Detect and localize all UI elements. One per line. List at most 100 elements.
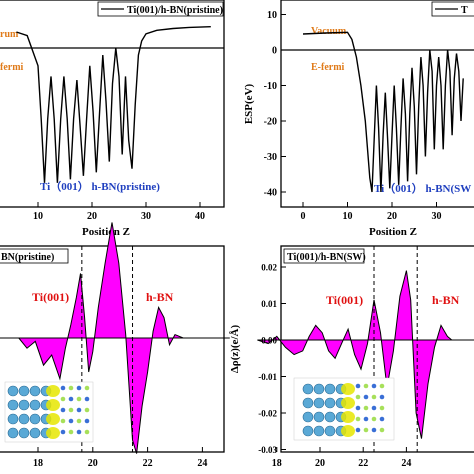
bn-atom [371, 427, 377, 433]
y-tick-label: 0.00 [261, 336, 277, 346]
fermi-label: E-fermi [311, 62, 345, 73]
x-ticks: 18 20 22 24 [33, 447, 207, 469]
ti-atom [324, 383, 336, 395]
ti-atom [29, 385, 41, 397]
y-ticks: 10 0 -10 -20 -30 -40 [264, 10, 286, 199]
density-blob [341, 383, 355, 395]
legend-box [283, 248, 365, 264]
x-tick-label: 24 [401, 458, 411, 469]
bn-atom [355, 427, 361, 433]
y-tick-label: 0.01 [261, 299, 277, 309]
esp-line [16, 26, 211, 183]
density-blob [46, 399, 60, 411]
ti-atom [18, 399, 30, 411]
panel-bottom-right: Ti(001)/h-BN(SW) Ti(001) h-BN 0.020.010.… [229, 245, 474, 469]
atom-model [302, 383, 385, 437]
x-tick-20: 20 [87, 202, 97, 222]
ti-atom [18, 385, 30, 397]
y-tick-label: -0.03 [258, 445, 277, 455]
x-tick-label: 22 [143, 458, 153, 469]
x-tick-label: 30 [432, 211, 442, 222]
bn-atom [379, 427, 385, 433]
bn-atom [355, 383, 361, 389]
atom-model [7, 385, 90, 439]
ti-atom [302, 397, 314, 409]
esp-line [302, 31, 464, 193]
ti-atom [18, 427, 30, 439]
ti-label: Ti(001) [326, 293, 363, 307]
density-blob [46, 385, 60, 397]
density-blob [341, 397, 355, 409]
vacuum-label: rum [0, 29, 19, 40]
x-ticks: 0 10 20 30 [301, 202, 442, 222]
bn-atom [363, 416, 369, 422]
x-tick-30: 30 [141, 202, 151, 222]
ti-atom [7, 427, 19, 439]
ti-label: Ti(001) [32, 290, 69, 304]
bn-atom [379, 416, 385, 422]
bn-atom [363, 427, 369, 433]
x-tick-label: 18 [272, 458, 282, 469]
ti-atom [324, 411, 336, 423]
x-tick-label: 18 [33, 458, 43, 469]
legend-box [97, 1, 224, 17]
y-tick-label: -10 [264, 81, 277, 92]
bn-atom [379, 383, 385, 389]
bn-atom [371, 405, 377, 411]
bn-atom [84, 418, 90, 424]
bn-atom [84, 429, 90, 435]
density-blob [341, 425, 355, 437]
svg-text:30: 30 [141, 211, 151, 222]
panel-annotation: Ti（001） h-BN(pristine) [40, 180, 160, 193]
ti-atom [302, 425, 314, 437]
panel-bottom-left: BN(pristine) Ti(001) h-BN 18 20 22 24 [0, 222, 230, 469]
density-blob [46, 413, 60, 425]
x-tick-label: 24 [197, 458, 207, 469]
bn-atom [363, 383, 369, 389]
bn-atom [60, 429, 66, 435]
x-tick-10: 10 [33, 202, 43, 222]
ti-atom [302, 411, 314, 423]
ti-atom [29, 399, 41, 411]
y-tick-label: -0.02 [258, 409, 277, 419]
plot-frame [280, 0, 474, 208]
y-axis-label: Δρ(z)(e/Å) [229, 325, 241, 374]
ti-atom [29, 427, 41, 439]
bn-atom [355, 394, 361, 400]
bn-atom [76, 407, 82, 413]
bn-atom [68, 396, 74, 402]
ti-atom [302, 383, 314, 395]
density-blob [46, 427, 60, 439]
svg-text:10: 10 [33, 211, 43, 222]
x-tick-label: 10 [343, 211, 353, 222]
hbn-label: h-BN [432, 293, 460, 307]
bn-atom [371, 394, 377, 400]
panel-top-right: T Vacuum E-fermi Ti（001） h-BN(SW 10 0 -10 -… [243, 0, 474, 238]
ti-atom [7, 399, 19, 411]
svg-text:40: 40 [195, 211, 205, 222]
x-tick-label: 20 [387, 211, 397, 222]
bn-atom [68, 407, 74, 413]
legend-label: Ti(001)/h-BN(pristine) [127, 5, 223, 16]
ti-atom [313, 425, 325, 437]
bn-atom [60, 385, 66, 391]
density-area [257, 270, 454, 439]
legend-label: BN(pristine) [1, 252, 54, 263]
ti-atom [324, 425, 336, 437]
bn-atom [68, 429, 74, 435]
ti-atom [18, 413, 30, 425]
y-tick-label: 10 [267, 10, 277, 21]
ti-atom [324, 397, 336, 409]
structure-inset [293, 377, 395, 441]
svg-text:20: 20 [87, 211, 97, 222]
legend-box [0, 248, 69, 264]
hbn-label: h-BN [146, 290, 174, 304]
x-tick-40: 40 [195, 202, 205, 222]
legend-label: T [461, 5, 468, 16]
ti-atom [313, 411, 325, 423]
bn-atom [68, 385, 74, 391]
bn-atom [371, 416, 377, 422]
bn-atom [84, 396, 90, 402]
legend-label: Ti(001)/h-BN(SW) [287, 252, 366, 263]
bn-atom [84, 407, 90, 413]
